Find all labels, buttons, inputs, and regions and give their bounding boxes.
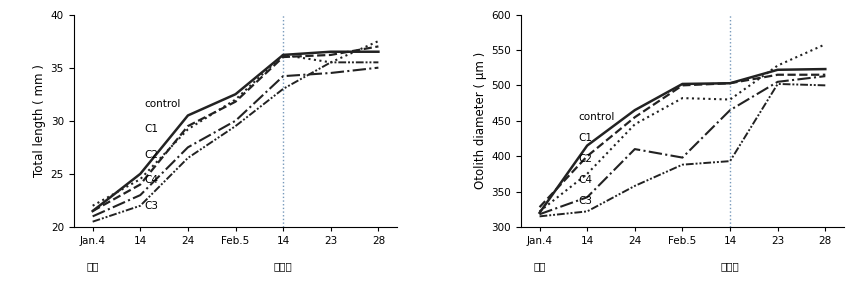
Text: control: control [578, 111, 615, 122]
Text: C1: C1 [145, 124, 158, 134]
Text: 부화: 부화 [87, 261, 99, 271]
Text: C1: C1 [578, 133, 593, 143]
Text: C2: C2 [578, 154, 593, 164]
Y-axis label: Otolith diameter ( μm ): Otolith diameter ( μm ) [474, 52, 487, 189]
Y-axis label: Total length ( mm ): Total length ( mm ) [34, 64, 47, 177]
Text: C3: C3 [578, 196, 593, 207]
Text: C2: C2 [145, 150, 158, 160]
Text: C3: C3 [145, 201, 158, 211]
Text: 부상기: 부상기 [721, 261, 740, 271]
Text: C4: C4 [578, 175, 593, 185]
Text: 부상기: 부상기 [274, 261, 293, 271]
Text: 부화: 부화 [533, 261, 546, 271]
Text: C4: C4 [145, 175, 158, 185]
Text: control: control [145, 99, 181, 109]
